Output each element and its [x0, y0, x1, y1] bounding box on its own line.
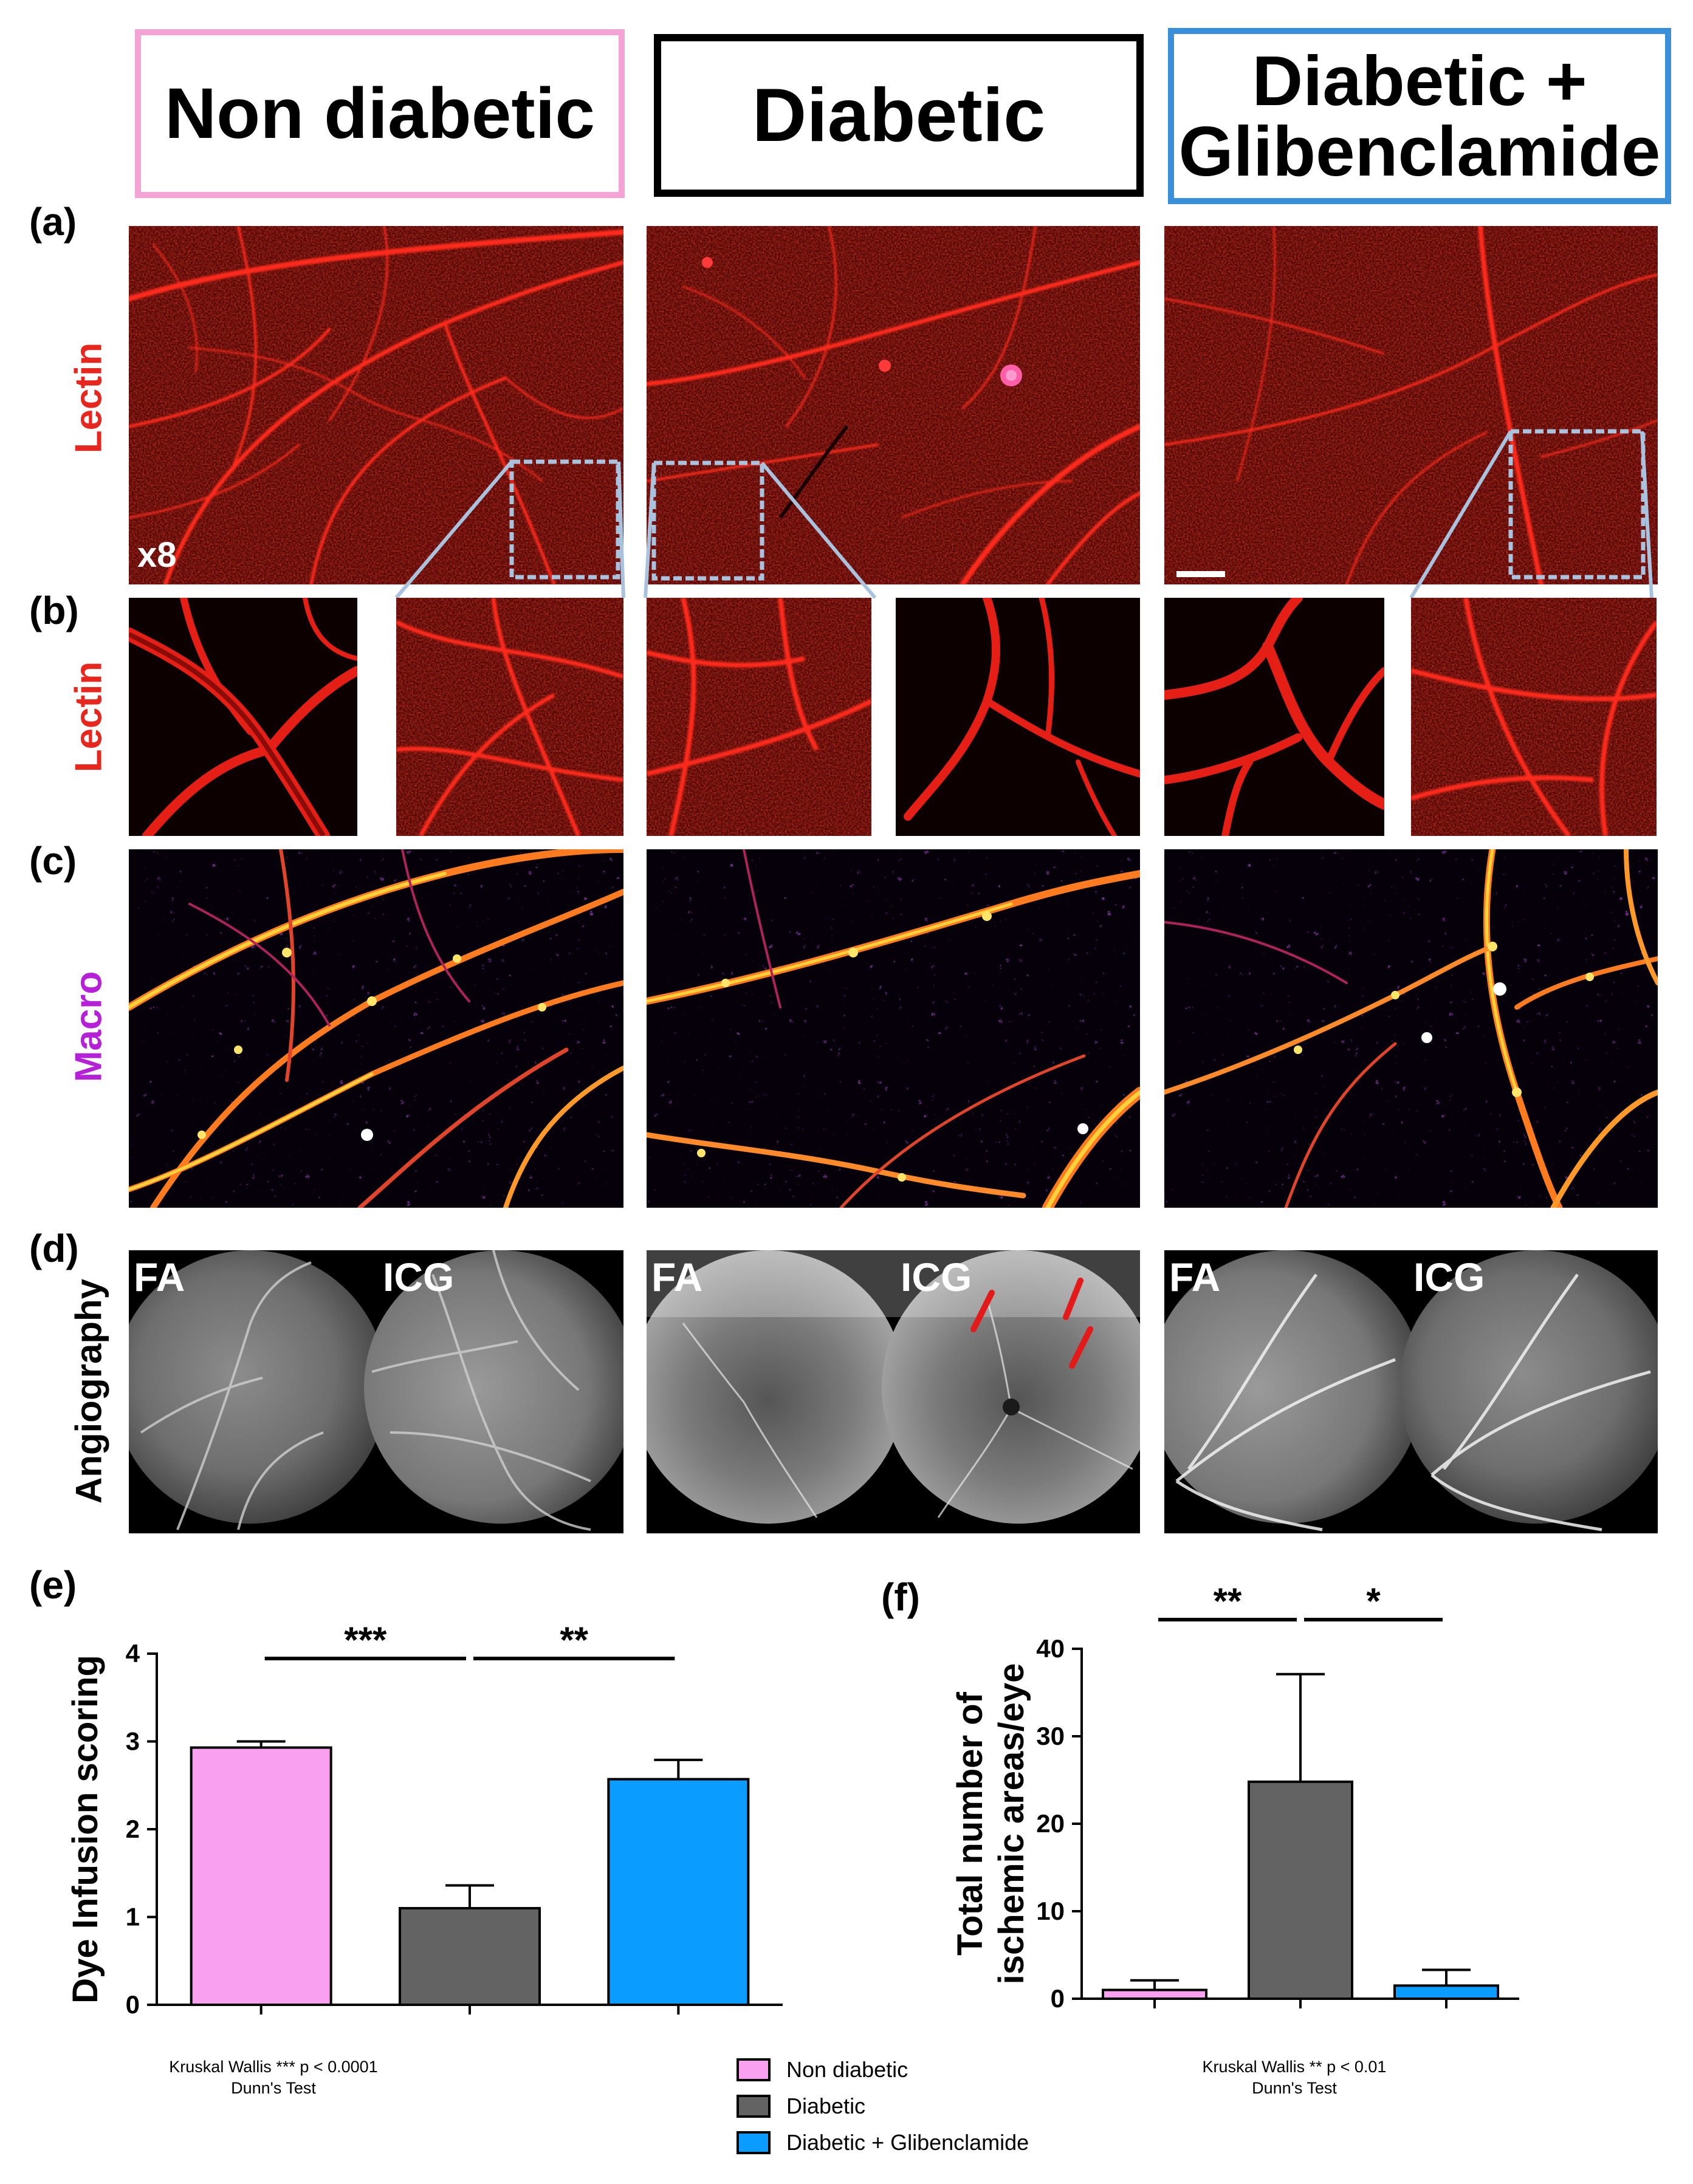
panel-label-c: (c) [29, 839, 77, 883]
y-tick-label: 2 [126, 1815, 140, 1843]
macro-glibenclamide [1164, 849, 1658, 1208]
significance-label: * [1366, 1581, 1381, 1621]
panel-label-e: (e) [29, 1563, 77, 1607]
y-tick-label: 0 [126, 1990, 140, 2019]
lectin-closeup-diabetic-2 [896, 598, 1140, 836]
y-tick-label: 0 [1051, 1984, 1065, 2013]
legend-item-non-diabetic: Non diabetic [737, 2057, 908, 2083]
y-tick-label: 30 [1036, 1722, 1065, 1750]
legend-item-diabetic: Diabetic [737, 2093, 865, 2119]
header-diabetic: Diabetic [654, 34, 1144, 197]
lectin-closeup-glibenclamide-1 [1164, 598, 1384, 836]
fa-label: FA [651, 1255, 703, 1299]
legend-label: Diabetic [786, 2093, 866, 2118]
header-label: Diabetic + Glibenclamide [1178, 41, 1661, 191]
row-label-lectin-a: Lectin [67, 342, 110, 454]
y-tick-label: 4 [126, 1639, 140, 1668]
stats-posthoc-line: Dunn's Test [1252, 2079, 1337, 2098]
legend-label: Diabetic + Glibenclamide [786, 2130, 1029, 2155]
significance-label: ** [560, 1620, 588, 1660]
panel-label-a: (a) [29, 200, 77, 244]
header-label: Diabetic [752, 74, 1046, 157]
macro-non-diabetic [129, 849, 623, 1208]
stats-test-line: Kruskal Wallis *** p < 0.0001 [169, 2058, 378, 2076]
lectin-closeup-non-diabetic-2 [396, 598, 623, 836]
y-tick-label: 3 [126, 1727, 140, 1756]
legend-item-diabetic-glibenclamide: Diabetic + Glibenclamide [737, 2130, 1029, 2155]
y-axis-label: Dye Infusion scoring [66, 1655, 105, 2004]
icg-label: ICG [1413, 1255, 1485, 1299]
icg-label: ICG [901, 1255, 972, 1299]
y-tick-label: 40 [1036, 1634, 1065, 1663]
magnification-label: x8 [137, 535, 177, 575]
bar [399, 1907, 541, 2006]
lectin-closeup-diabetic-1 [647, 598, 871, 836]
lectin-closeup-non-diabetic-1 [129, 598, 357, 836]
angiography-diabetic: FA ICG [647, 1250, 1140, 1533]
legend-swatch [737, 2058, 771, 2081]
header-diabetic-glibenclamide: Diabetic + Glibenclamide [1168, 28, 1671, 204]
significance-label: ** [1214, 1581, 1242, 1621]
lectin-overview-non-diabetic: x8 [129, 226, 623, 584]
lectin-closeup-glibenclamide-2 [1411, 598, 1657, 836]
y-tick-label: 10 [1036, 1897, 1065, 1925]
fa-label: FA [1169, 1255, 1221, 1299]
stats-note-f: Kruskal Wallis ** p < 0.01 Dunn's Test [1136, 2056, 1452, 2099]
legend-label: Non diabetic [786, 2057, 908, 2082]
panel-label-d: (d) [29, 1227, 79, 1270]
stats-test-line: Kruskal Wallis ** p < 0.01 [1202, 2058, 1387, 2076]
bar [190, 1746, 332, 2007]
bar [1102, 1988, 1207, 2000]
row-label-lectin-b: Lectin [67, 661, 110, 773]
y-axis-label: Total number ofischemic areas/eye [950, 1663, 1031, 1985]
row-label-angiography: Angiography [68, 1279, 109, 1504]
bar [607, 1778, 750, 2006]
significance-label: *** [344, 1620, 387, 1660]
panel-label-b: (b) [29, 589, 79, 632]
bar [1248, 1780, 1353, 2000]
y-tick-label: 20 [1036, 1809, 1065, 1838]
stats-posthoc-line: Dunn's Test [231, 2079, 316, 2098]
legend-swatch [737, 2131, 771, 2154]
lectin-overview-glibenclamide [1164, 226, 1658, 584]
row-label-macro: Macro [67, 971, 110, 1083]
panel-label-f: (f) [881, 1575, 920, 1619]
angiography-non-diabetic: FA ICG [129, 1250, 623, 1533]
icg-label: ICG [383, 1255, 455, 1299]
legend: Non diabetic Diabetic Diabetic + Glibenc… [737, 2057, 1162, 2179]
fa-label: FA [134, 1255, 185, 1299]
lectin-overview-diabetic [647, 226, 1140, 584]
header-label: Non diabetic [164, 74, 596, 154]
bar [1393, 1984, 1499, 2001]
y-tick-label: 1 [126, 1903, 140, 1931]
legend-swatch [737, 2095, 771, 2118]
header-non-diabetic: Non diabetic [135, 29, 625, 198]
stats-note-e: Kruskal Wallis *** p < 0.0001 Dunn's Tes… [115, 2056, 431, 2099]
macro-diabetic [647, 849, 1140, 1208]
angiography-glibenclamide: FA ICG [1164, 1250, 1658, 1533]
